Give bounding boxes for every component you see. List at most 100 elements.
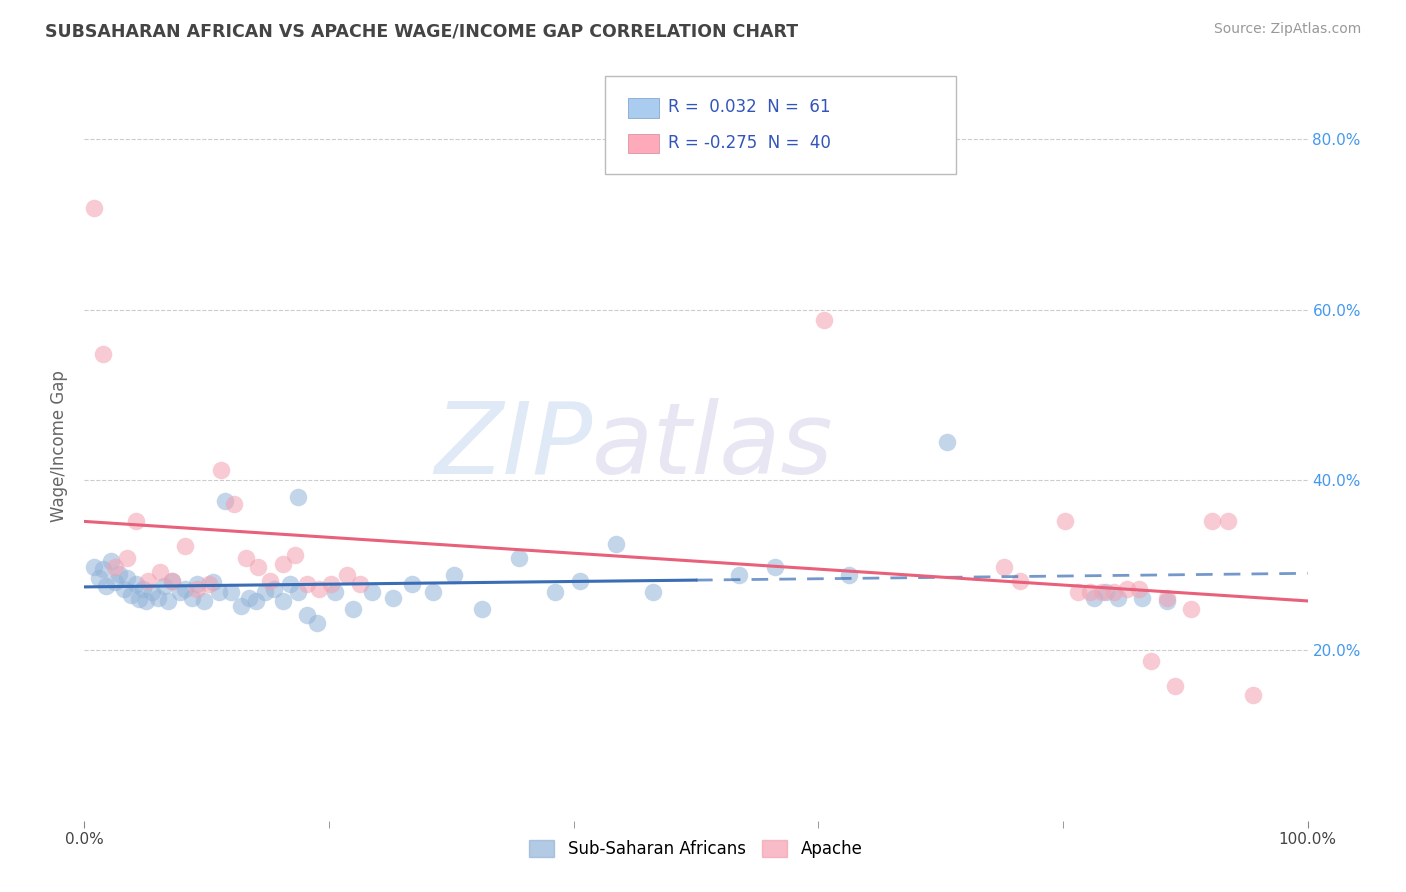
Point <box>181 591 204 605</box>
Point <box>104 575 127 590</box>
Point <box>173 540 195 554</box>
Point <box>235 551 257 566</box>
Text: R = -0.275  N =  40: R = -0.275 N = 40 <box>668 134 831 152</box>
Point <box>305 616 328 631</box>
Point <box>104 560 127 574</box>
Point <box>87 571 110 585</box>
Point <box>153 580 176 594</box>
Point <box>193 594 215 608</box>
Text: ZIP: ZIP <box>433 398 592 494</box>
Point <box>295 577 318 591</box>
Point <box>838 568 860 582</box>
Point <box>112 582 135 596</box>
Point <box>162 574 184 588</box>
Point <box>284 548 307 562</box>
Point <box>247 560 270 574</box>
Point <box>643 585 665 599</box>
Point <box>222 497 245 511</box>
Point <box>1241 688 1264 702</box>
Point <box>107 566 129 581</box>
Point <box>278 577 301 591</box>
Point <box>141 585 163 599</box>
Point <box>186 582 208 596</box>
Point <box>349 577 371 591</box>
Point <box>238 591 260 605</box>
Point <box>271 594 294 608</box>
Point <box>259 574 281 588</box>
Point <box>209 463 232 477</box>
Point <box>1107 591 1129 605</box>
Point <box>1115 582 1137 596</box>
Point <box>813 313 835 327</box>
Point <box>308 582 330 596</box>
Point <box>1164 679 1187 693</box>
Point <box>100 554 122 568</box>
Point <box>605 537 627 551</box>
Point <box>115 551 138 566</box>
Point <box>381 591 404 605</box>
Point <box>360 585 382 599</box>
Point <box>1094 585 1116 599</box>
Point <box>271 557 294 571</box>
Text: R =  0.032  N =  61: R = 0.032 N = 61 <box>668 98 831 116</box>
Point <box>214 494 236 508</box>
Point <box>1066 585 1088 599</box>
Point <box>135 594 157 608</box>
Point <box>1010 574 1032 588</box>
Point <box>287 490 309 504</box>
Point <box>198 577 221 591</box>
Legend: Sub-Saharan Africans, Apache: Sub-Saharan Africans, Apache <box>523 833 869 864</box>
Point <box>263 582 285 596</box>
Point <box>186 577 208 591</box>
Point <box>1078 585 1101 599</box>
Point <box>323 585 346 599</box>
Point <box>1054 514 1077 528</box>
Point <box>336 568 359 582</box>
Point <box>422 585 444 599</box>
Point <box>132 582 155 596</box>
Point <box>125 514 148 528</box>
Point <box>156 594 179 608</box>
Point <box>1132 591 1154 605</box>
Point <box>83 560 105 574</box>
Point <box>149 565 172 579</box>
Point <box>245 594 267 608</box>
Point <box>443 568 465 582</box>
Point <box>91 347 114 361</box>
Text: SUBSAHARAN AFRICAN VS APACHE WAGE/INCOME GAP CORRELATION CHART: SUBSAHARAN AFRICAN VS APACHE WAGE/INCOME… <box>45 22 799 40</box>
Point <box>146 591 169 605</box>
Text: Source: ZipAtlas.com: Source: ZipAtlas.com <box>1213 22 1361 37</box>
Point <box>544 585 567 599</box>
Point <box>342 602 364 616</box>
Point <box>1104 585 1126 599</box>
Point <box>1140 654 1163 668</box>
Point <box>83 201 105 215</box>
Point <box>321 577 343 591</box>
Point <box>508 551 530 566</box>
Point <box>96 580 118 594</box>
Text: atlas: atlas <box>592 398 834 494</box>
Point <box>169 585 191 599</box>
Point <box>1216 514 1239 528</box>
Point <box>136 574 159 588</box>
Point <box>219 585 242 599</box>
Y-axis label: Wage/Income Gap: Wage/Income Gap <box>51 370 69 522</box>
Point <box>993 560 1015 574</box>
Point <box>1091 585 1114 599</box>
Point <box>935 434 957 449</box>
Point <box>287 585 309 599</box>
Point <box>115 571 138 585</box>
Point <box>125 577 148 591</box>
Point <box>1083 591 1105 605</box>
Point <box>568 574 591 588</box>
Point <box>162 574 184 588</box>
Point <box>1201 514 1223 528</box>
Point <box>401 577 423 591</box>
Point <box>91 562 114 576</box>
Point <box>727 568 749 582</box>
Point <box>471 602 494 616</box>
Point <box>254 585 277 599</box>
Point <box>765 560 787 574</box>
Point <box>1128 582 1150 596</box>
Point <box>229 599 252 613</box>
